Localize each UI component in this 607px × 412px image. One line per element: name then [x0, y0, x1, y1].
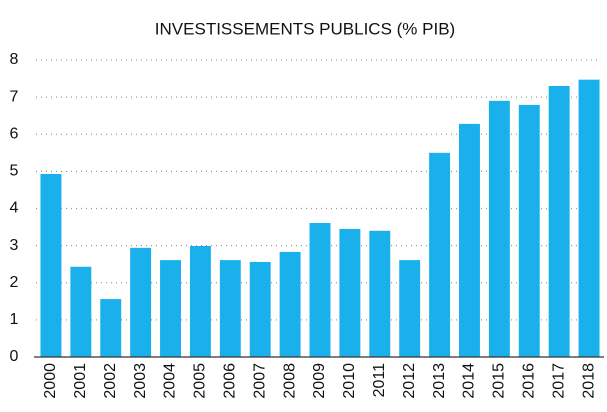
bar	[488, 100, 510, 358]
bar	[578, 79, 600, 358]
x-tick-label: 2001	[72, 363, 89, 399]
y-tick-label: 7	[10, 88, 19, 105]
bar	[459, 123, 480, 357]
x-tick-label: 2018	[580, 363, 597, 399]
bar	[369, 230, 391, 357]
bar	[399, 260, 421, 357]
y-tick-label: 1	[10, 311, 19, 328]
y-tick-label: 2	[10, 274, 19, 291]
bar	[279, 251, 301, 357]
bar	[429, 152, 451, 357]
x-tick-label: 2013	[431, 363, 448, 399]
bar	[70, 266, 92, 357]
x-tick-label: 2004	[162, 363, 179, 399]
bar	[100, 299, 122, 357]
y-tick-label: 0	[10, 348, 19, 365]
bar	[189, 245, 211, 357]
x-tick-label: 2003	[132, 363, 149, 399]
x-tick-label: 2007	[251, 363, 268, 399]
x-tick-label: 2017	[550, 363, 567, 399]
x-tick-label: 2011	[371, 363, 388, 398]
x-tick-label: 2010	[341, 363, 358, 399]
bar	[309, 222, 331, 357]
y-tick-label: 4	[10, 200, 19, 217]
y-tick-label: 8	[10, 51, 19, 68]
x-tick-label: 2014	[461, 363, 478, 399]
chart-title: INVESTISSEMENTS PUBLICS (% PIB)	[155, 19, 455, 38]
x-tick-label: 2002	[102, 363, 119, 399]
y-tick-label: 6	[10, 125, 19, 142]
x-tick-label: 2015	[491, 363, 508, 399]
bar	[219, 260, 241, 357]
x-tick-label: 2012	[401, 363, 418, 399]
x-tick-label: 2009	[311, 363, 328, 399]
bar	[40, 173, 62, 357]
x-tick-label: 2006	[222, 363, 239, 399]
x-tick-label: 2000	[42, 363, 59, 399]
bar	[160, 260, 181, 357]
y-tick-label: 5	[10, 163, 19, 180]
x-tick-label: 2005	[192, 363, 209, 399]
x-tick-label: 2008	[281, 363, 298, 399]
y-tick-label: 3	[10, 237, 19, 254]
bar	[518, 104, 540, 357]
x-tick-label: 2016	[520, 363, 537, 399]
bar	[548, 85, 570, 358]
bar	[339, 228, 361, 357]
bar	[249, 261, 271, 357]
bar	[130, 247, 152, 357]
